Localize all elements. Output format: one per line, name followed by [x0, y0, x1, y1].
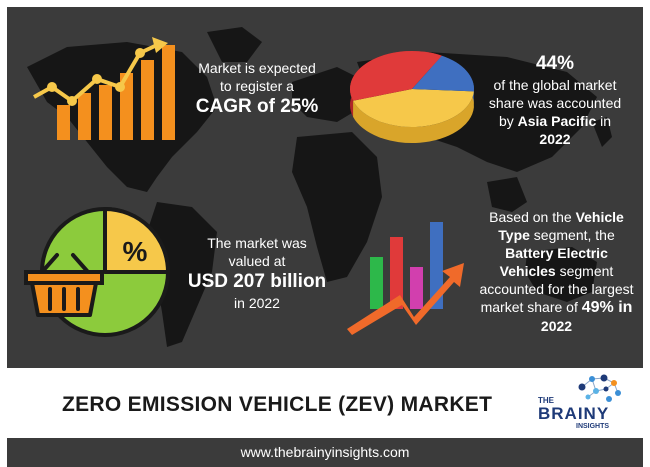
- value-line1: The market was: [207, 235, 307, 251]
- footer-url: www.thebrainyinsights.com: [7, 438, 643, 467]
- segment-text: Based on the Vehicle Type segment, the B…: [470, 208, 643, 335]
- pie-chart-icon: [350, 50, 474, 143]
- cagr-line1: Market is expected: [198, 60, 316, 76]
- segment-line1: Based on the Vehicle: [470, 208, 643, 226]
- percent-shopping-basket-icon: %: [24, 207, 170, 337]
- main-panel: Market is expected to register a CAGR of…: [7, 7, 643, 368]
- segment-line3: Battery Electric: [505, 245, 608, 261]
- share-text: 44% of the global market share was accou…: [475, 52, 635, 148]
- share-line1: of the global market: [493, 77, 617, 93]
- segment-line2: Type segment, the: [470, 226, 643, 244]
- segment-l1-bold: Vehicle: [575, 209, 624, 225]
- share-percent: 44%: [535, 53, 575, 74]
- segment-l4-bold: Vehicles: [499, 263, 556, 279]
- logo-insights: INSIGHTS: [576, 423, 610, 430]
- cagr-line2: to register a: [220, 78, 294, 94]
- share-region: Asia Pacific: [517, 113, 597, 129]
- percent-symbol: %: [123, 236, 148, 267]
- pie-slice: [350, 50, 442, 101]
- cagr-highlight: CAGR of 25%: [195, 96, 319, 117]
- bar-chart-arrow-icon: [347, 222, 464, 335]
- pie-slice-side: [353, 91, 474, 143]
- share-line2: share was accounted: [488, 95, 622, 111]
- pie-slice: [412, 55, 474, 92]
- segment-line6: market share of 49% in: [470, 298, 643, 317]
- growth-chart-icon: [33, 37, 175, 140]
- segment-l1-prefix: Based on the: [489, 209, 572, 225]
- value-amount: USD 207 billion: [187, 271, 327, 292]
- segment-l6-prefix: market share of: [480, 299, 578, 315]
- value-line2: valued at: [228, 253, 286, 269]
- segment-line5: accounted for the largest: [479, 281, 634, 297]
- logo-brainy: BRAINY: [538, 404, 610, 423]
- brainy-insights-logo: THE BRAINY INSIGHTS: [538, 373, 638, 433]
- brain-network-logo-icon: [578, 374, 621, 402]
- segment-l2-bold: Type: [498, 227, 530, 243]
- share-line3-suffix: in: [600, 113, 612, 129]
- segment-line4: Vehicles segment: [470, 262, 643, 280]
- segment-l2-suffix: segment, the: [533, 227, 615, 243]
- logo-the: THE: [538, 396, 554, 405]
- segment-line7: 2022: [540, 318, 573, 334]
- title-band: [0, 369, 650, 437]
- share-year: 2022: [539, 131, 571, 147]
- value-year-line: in 2022: [234, 295, 280, 311]
- page-title: ZERO EMISSION VEHICLE (ZEV) MARKET: [62, 393, 493, 416]
- cagr-text: Market is expected to register a CAGR of…: [177, 59, 337, 119]
- share-line3-prefix: by: [498, 113, 514, 129]
- segment-l6-bold: 49% in: [581, 299, 633, 316]
- share-line3: by Asia Pacific in: [475, 112, 635, 130]
- value-text: The market was valued at USD 207 billion…: [177, 234, 337, 312]
- pie-slice: [353, 89, 474, 128]
- segment-l4-suffix: segment: [559, 263, 614, 279]
